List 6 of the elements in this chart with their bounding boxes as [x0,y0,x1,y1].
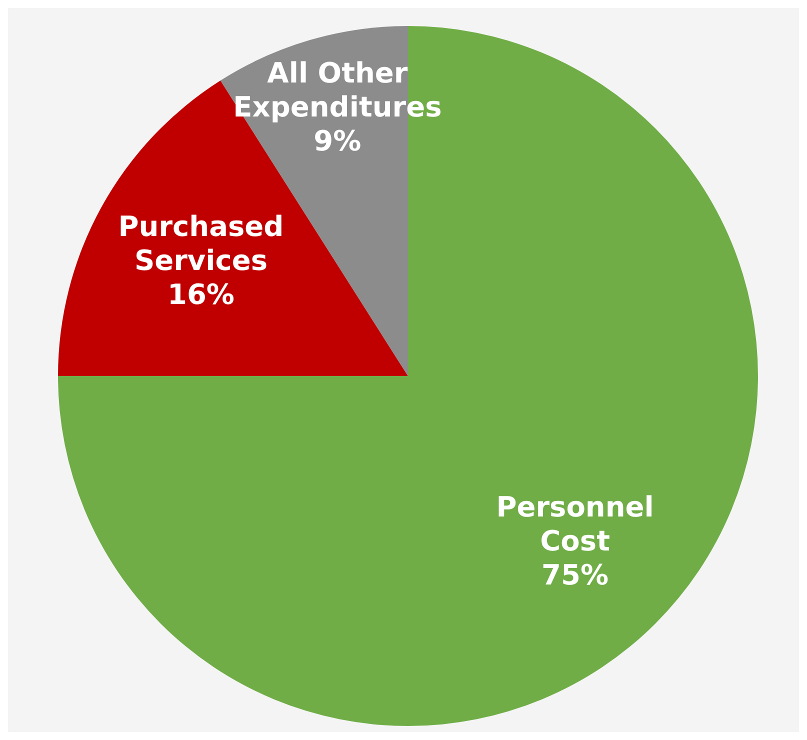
slice-label: Personnel Cost [496,490,654,558]
data-label: 75% [542,558,609,592]
slice-label: Purchased Services [118,210,284,277]
pie-slice [58,26,758,726]
data-label: 9% [314,124,362,158]
data-label: 16% [167,278,234,311]
